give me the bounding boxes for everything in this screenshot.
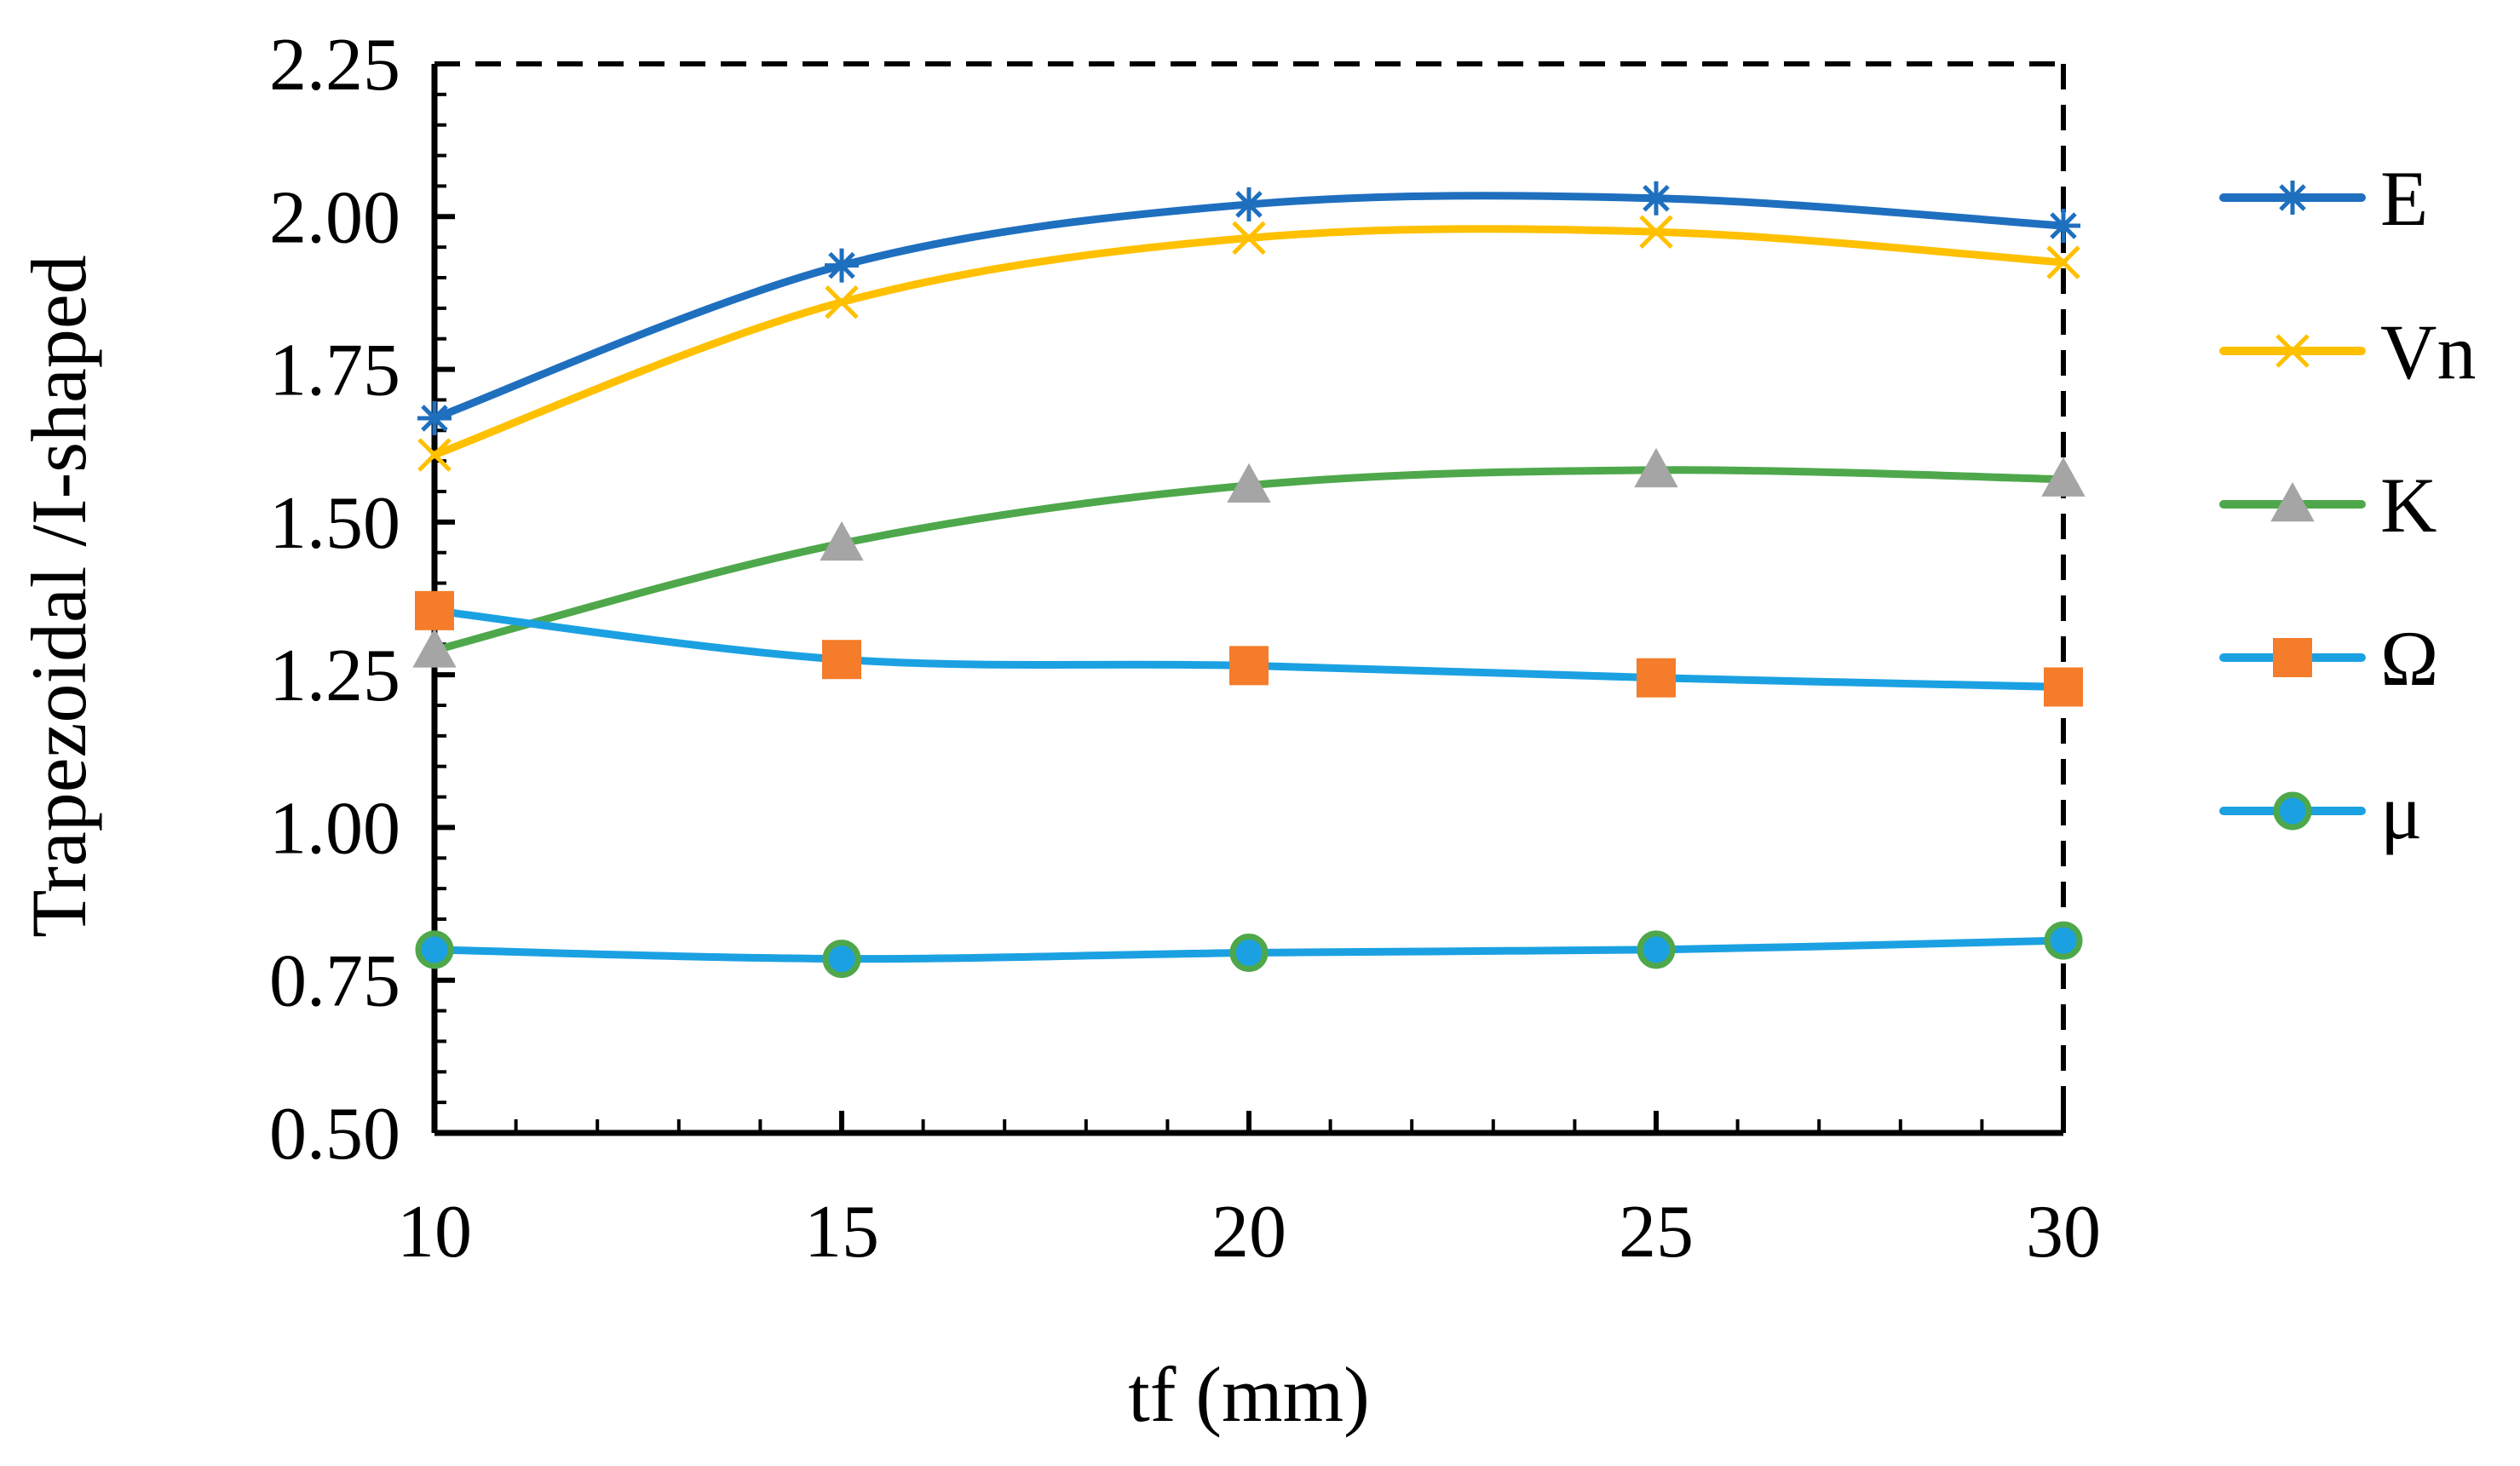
x-axis-title: tf (mm): [1128, 1351, 1370, 1438]
x-tick-label: 30: [2026, 1191, 2101, 1273]
y-tick-label: 0.50: [269, 1093, 400, 1176]
x-tick-labels: 10 15 20 25 30: [397, 1191, 2101, 1273]
data-point-mu: [822, 940, 861, 979]
legend-label-omega: Ω: [2380, 615, 2438, 702]
y-tick-label: 1.00: [269, 787, 400, 870]
data-point-k: [1227, 463, 1271, 503]
data-point-k: [1634, 447, 1678, 488]
axis-ticks: [432, 61, 2066, 1135]
x-tick-label: 15: [804, 1191, 879, 1273]
data-point-k: [412, 628, 457, 668]
legend-marker-mu: [2273, 791, 2312, 831]
data-point-e: [2046, 209, 2080, 244]
data-point-e: [417, 400, 452, 435]
data-point-mu: [1229, 933, 1269, 972]
y-tick-labels: 0.50 0.75 1.00 1.25 1.50 1.75 2.00 2.25: [269, 24, 400, 1176]
series-line-e: [430, 192, 2068, 423]
data-point-k: [820, 520, 864, 561]
data-point-vn: [1232, 221, 1266, 256]
x-tick-label: 10: [397, 1191, 472, 1273]
x-tick-label: 25: [1619, 1191, 1694, 1273]
data-point-omega: [415, 590, 454, 630]
y-tick-label: 2.25: [269, 24, 400, 106]
legend-label-mu: μ: [2380, 768, 2422, 855]
legend-marker-e: [2275, 181, 2310, 215]
data-point-vn: [417, 438, 452, 472]
legend-label-k: K: [2380, 462, 2437, 549]
legend-marker-omega: [2273, 638, 2312, 677]
data-point-vn: [2046, 245, 2080, 279]
data-point-k: [2041, 457, 2086, 497]
data-point-e: [825, 248, 859, 283]
legend: E Vn KΩμ: [2219, 155, 2476, 855]
legend-label-vn: Vn: [2380, 308, 2476, 395]
data-point-vn: [1639, 215, 1673, 249]
y-tick-label: 1.25: [269, 635, 400, 717]
data-point-vn: [825, 285, 859, 319]
data-point-mu: [1637, 930, 1676, 969]
legend-label-e: E: [2380, 155, 2428, 242]
series-markers: [412, 181, 2086, 979]
data-point-mu: [2044, 921, 2083, 960]
x-tick-label: 20: [1211, 1191, 1286, 1273]
data-point-e: [1232, 187, 1266, 221]
y-tick-label: 1.75: [269, 330, 400, 412]
legend-marker-vn: [2275, 334, 2310, 368]
series-lines: [430, 192, 2068, 963]
data-point-omega: [1229, 646, 1269, 686]
y-axis-title: Trapezoidal /I-shaped: [15, 255, 102, 937]
data-point-omega: [1637, 658, 1676, 698]
legend-marker-k: [2270, 481, 2315, 522]
y-tick-label: 1.50: [269, 482, 400, 565]
data-point-omega: [2044, 667, 2083, 707]
data-point-e: [1639, 181, 1673, 216]
data-point-omega: [822, 640, 861, 680]
data-point-mu: [415, 930, 454, 969]
y-tick-label: 0.75: [269, 940, 400, 1023]
series-line-vn: [430, 225, 2068, 459]
y-tick-label: 2.00: [269, 176, 400, 259]
